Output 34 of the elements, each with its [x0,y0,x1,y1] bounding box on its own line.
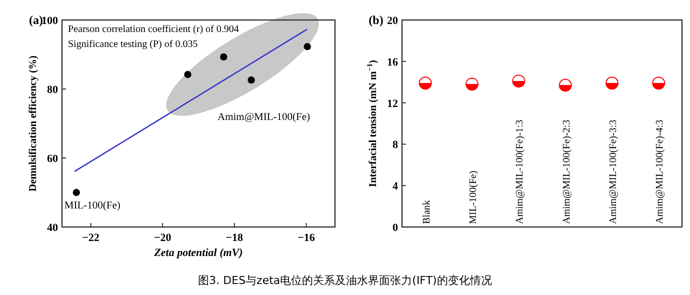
y-tick-label: 80 [47,84,58,96]
annotation: Significance testing (P) of 0.035 [68,39,198,50]
text: 图3. DES与zeta电位的关系及油水界面张力(IFT)的变化情况 [198,274,492,287]
y-tick-label: 60 [47,153,58,165]
chart-title: (b) [368,13,384,27]
x-tick-label: −20 [154,232,172,244]
point [304,42,311,50]
y-axis-title: Demulsification efficiency (%) [28,55,39,192]
x-tick-label: Amim@MIL-100(Fe)-4:3 [654,120,666,224]
x-tick-label: −18 [226,232,244,244]
y-tick-label: 100 [42,15,58,27]
y-tick-label: 4 [392,180,398,193]
y-tick-label: 40 [47,222,58,234]
x-tick-label: MIL-100(Fe) [468,170,479,224]
annotation: Amim@MIL-100(Fe) [218,112,310,123]
point [248,76,255,84]
annotation: Pearson correlation coefficient (r) of 0.904 [68,24,239,35]
x-tick-label: −16 [298,232,316,244]
x-tick-label: −22 [82,232,100,244]
y-tick-label: 16 [387,56,398,68]
y-tick-label: 20 [387,15,398,27]
y-tick-label: 0 [392,222,398,234]
point [72,188,80,196]
x-tick-label: Amim@MIL-100(Fe)-2:3 [561,120,572,224]
annotation: MIL-100(Fe) [64,200,121,212]
x-tick-label: Blank [421,200,432,224]
y-tick-label: 8 [392,139,398,152]
y-tick-label: 12 [387,98,398,110]
chart-title: (a) [29,13,43,27]
x-tick-label: Amim@MIL-100(Fe)-1:3 [514,120,526,224]
x-tick-label: Amim@MIL-100(Fe)-3:3 [608,120,619,224]
x-axis-title: Zeta potential (mV) [153,247,243,259]
point [184,70,192,78]
point [220,53,228,61]
